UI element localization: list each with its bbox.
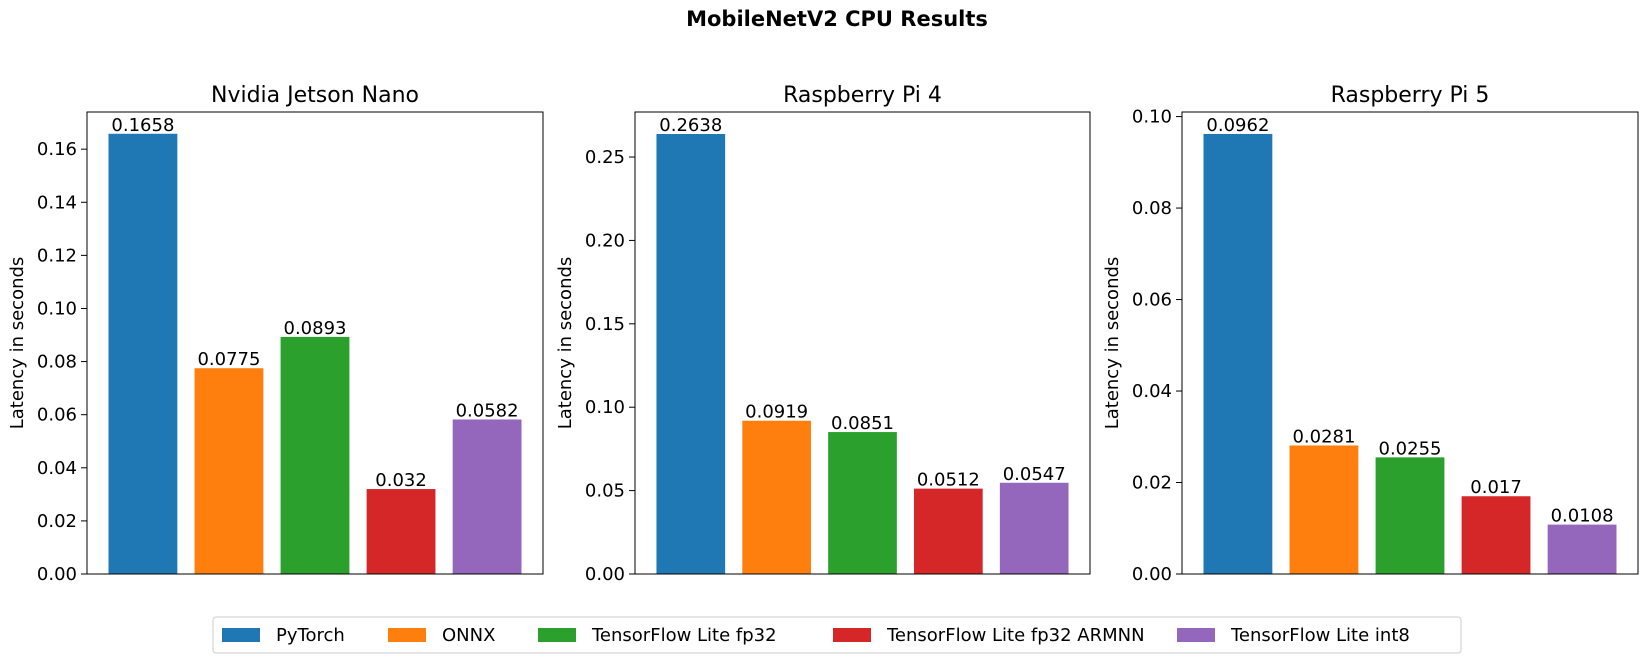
subplot-title: Nvidia Jetson Nano bbox=[211, 83, 419, 108]
y-tick-label: 0.06 bbox=[37, 405, 77, 426]
bar-value-label: 0.0512 bbox=[917, 470, 980, 491]
bar-value-label: 0.0775 bbox=[197, 349, 260, 370]
y-tick-label: 0.10 bbox=[585, 397, 625, 418]
y-axis-label: Latency in seconds bbox=[7, 257, 28, 430]
bar-tensorflow-lite-fp32-armnn bbox=[914, 488, 983, 574]
legend-swatch bbox=[538, 628, 576, 642]
bar-tensorflow-lite-fp32 bbox=[280, 336, 350, 574]
subplot-2: Raspberry Pi 4 0.2638 0.0919 0.0851 0.0512 0.… bbox=[555, 83, 1091, 585]
bar-pytorch bbox=[656, 134, 726, 575]
bar-value-label: 0.0851 bbox=[831, 413, 894, 434]
legend-swatch bbox=[388, 628, 426, 642]
axes-frame bbox=[1181, 111, 1639, 575]
legend-swatch bbox=[833, 628, 871, 642]
bar-value-label: 0.032 bbox=[375, 470, 427, 491]
y-tick-label: 0.08 bbox=[1132, 198, 1172, 219]
legend-label: TensorFlow Lite fp32 ARMNN bbox=[886, 625, 1145, 646]
bar-tensorflow-lite-int8 bbox=[1547, 524, 1617, 574]
legend-label: TensorFlow Lite int8 bbox=[1230, 625, 1410, 646]
legend-swatch bbox=[222, 628, 260, 642]
y-tick-label: 0.20 bbox=[585, 230, 625, 251]
y-tick-label: 0.02 bbox=[37, 511, 77, 532]
bar-tensorflow-lite-int8 bbox=[452, 419, 522, 574]
bar-onnx bbox=[1289, 445, 1359, 574]
y-tick-label: 0.15 bbox=[585, 314, 625, 335]
bar-tensorflow-lite-fp32-armnn bbox=[366, 489, 436, 574]
bar-value-label: 0.0255 bbox=[1379, 438, 1442, 459]
y-tick-label: 0.10 bbox=[37, 298, 77, 319]
bar-tensorflow-lite-int8 bbox=[999, 482, 1069, 574]
y-tick-label: 0.00 bbox=[1132, 564, 1172, 585]
subplot-title: Raspberry Pi 4 bbox=[783, 83, 942, 108]
y-tick-label: 0.08 bbox=[37, 352, 77, 373]
y-tick-label: 0.12 bbox=[37, 245, 77, 266]
subplot-3: Raspberry Pi 5 0.0962 0.0281 0.0255 0.017 0.0… bbox=[1102, 83, 1639, 585]
axes-frame bbox=[634, 111, 1091, 575]
y-tick-label: 0.06 bbox=[1132, 290, 1172, 311]
bar-value-label: 0.2638 bbox=[659, 115, 722, 136]
y-axis-label: Latency in seconds bbox=[1102, 257, 1123, 430]
bar-tensorflow-lite-fp32 bbox=[1375, 457, 1445, 574]
y-axis-label: Latency in seconds bbox=[555, 257, 576, 430]
bar-value-label: 0.0962 bbox=[1206, 115, 1269, 136]
bar-value-label: 0.017 bbox=[1470, 477, 1522, 498]
legend: PyTorch ONNX TensorFlow Lite fp32 TensorFlo… bbox=[212, 616, 1462, 654]
legend-label: PyTorch bbox=[276, 625, 345, 646]
bar-value-label: 0.0281 bbox=[1292, 426, 1355, 447]
subplots: Nvidia Jetson Nano 0.1658 0.0775 0.0893 0.03… bbox=[7, 83, 1639, 585]
bar-value-label: 0.0547 bbox=[1003, 464, 1066, 485]
legend-label: TensorFlow Lite fp32 bbox=[591, 625, 777, 646]
axes-frame bbox=[86, 111, 544, 575]
y-tick-label: 0.05 bbox=[585, 481, 625, 502]
y-tick-label: 0.04 bbox=[37, 458, 77, 479]
y-tick-label: 0.02 bbox=[1132, 473, 1172, 494]
bar-value-label: 0.1658 bbox=[111, 115, 174, 136]
y-tick-label: 0.00 bbox=[585, 564, 625, 585]
y-tick-label: 0.16 bbox=[37, 139, 77, 160]
bar-tensorflow-lite-fp32-armnn bbox=[1461, 496, 1531, 574]
bar-value-label: 0.0108 bbox=[1551, 506, 1614, 527]
bar-pytorch bbox=[108, 133, 178, 575]
legend-swatch bbox=[1177, 628, 1215, 642]
bar-value-label: 0.0582 bbox=[456, 400, 519, 421]
y-tick-label: 0.10 bbox=[1132, 107, 1172, 128]
y-tick-label: 0.14 bbox=[37, 192, 77, 213]
bar-onnx bbox=[194, 368, 264, 574]
subplot-1: Nvidia Jetson Nano 0.1658 0.0775 0.0893 0.03… bbox=[7, 83, 544, 585]
subplot-title: Raspberry Pi 5 bbox=[1331, 83, 1490, 108]
y-tick-label: 0.04 bbox=[1132, 381, 1172, 402]
figure-title: MobileNetV2 CPU Results bbox=[686, 7, 988, 31]
legend-label: ONNX bbox=[442, 625, 495, 646]
bar-pytorch bbox=[1203, 133, 1273, 575]
bar-value-label: 0.0919 bbox=[745, 402, 808, 423]
y-tick-label: 0.25 bbox=[585, 147, 625, 168]
bar-tensorflow-lite-fp32 bbox=[828, 432, 897, 574]
y-tick-label: 0.00 bbox=[37, 564, 77, 585]
bar-onnx bbox=[742, 420, 811, 574]
bar-value-label: 0.0893 bbox=[284, 318, 347, 339]
